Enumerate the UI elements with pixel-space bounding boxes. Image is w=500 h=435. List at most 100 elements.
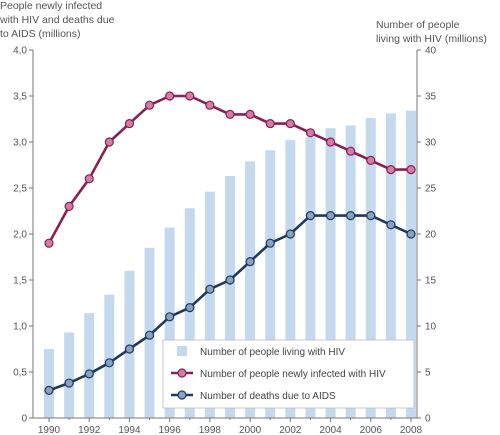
left-tick-label: 3,5 (13, 92, 27, 103)
bar-2004 (325, 128, 336, 418)
x-tick-label: 2006 (360, 425, 383, 435)
legend-label-infected: Number of people newly infected with HIV (200, 369, 386, 380)
x-tick-label: 2008 (400, 425, 423, 435)
bar-1991 (64, 332, 75, 418)
x-tick-label: 2004 (319, 425, 342, 435)
x-tick-label: 1994 (118, 425, 141, 435)
point-deaths-2004 (325, 211, 336, 221)
x-tick-label: 1998 (199, 425, 222, 435)
point-infected-2002 (285, 118, 295, 129)
point-infected-1999 (225, 109, 235, 120)
x-tick-label: 1990 (38, 425, 61, 435)
legend-marker-infected (177, 368, 187, 378)
point-infected-1996 (165, 91, 175, 101)
left-tick-label: 1,0 (13, 322, 27, 333)
bar-2002 (285, 140, 296, 418)
point-deaths-1998 (205, 284, 215, 294)
bar-1998 (204, 191, 215, 418)
left-tick-label: 2,5 (13, 184, 27, 195)
x-tick-label: 1996 (159, 425, 182, 435)
point-deaths-2007 (386, 220, 396, 230)
right-axis-title-line-2: living with HIV (millions) (376, 33, 487, 45)
axes-group: 0 0,5 1,0 1,5 2,0 2,5 3,0 3,5 4,0 0 5 10 15 20 25 30 35 4… (13, 46, 436, 435)
point-deaths-1995 (144, 330, 155, 340)
bar-1999 (225, 176, 235, 418)
point-infected-2007 (386, 165, 396, 175)
point-deaths-2000 (245, 257, 255, 267)
point-infected-1993 (104, 137, 114, 147)
point-deaths-1996 (165, 312, 175, 322)
legend-label-living: Number of people living with HIV (200, 347, 345, 358)
x-tick-label: 2000 (239, 425, 262, 435)
left-tick-label: 0 (21, 414, 27, 425)
left-axis-title-line-2: with HIV and deaths due (0, 14, 115, 26)
point-deaths-2005 (346, 211, 356, 221)
bar-1997 (184, 208, 195, 418)
left-axis-title-line-1: People newly infected (0, 0, 102, 12)
point-deaths-1990 (44, 385, 54, 395)
x-tick-label: 2002 (279, 425, 302, 435)
right-tick-label: 40 (425, 46, 437, 57)
bar-1993 (104, 294, 115, 418)
left-tick-label: 4,0 (13, 46, 27, 57)
bar-2008 (406, 110, 416, 418)
point-deaths-2008 (406, 229, 416, 239)
right-tick-label: 10 (425, 322, 437, 333)
bar-2000 (245, 161, 256, 418)
bar-2003 (305, 137, 316, 418)
right-tick-label: 20 (425, 230, 437, 241)
point-deaths-1993 (104, 358, 114, 368)
point-infected-1995 (144, 100, 155, 110)
bar-2007 (385, 113, 396, 418)
point-deaths-2001 (265, 238, 275, 248)
point-deaths-1994 (124, 344, 135, 354)
point-infected-2001 (265, 118, 275, 129)
left-axis-title-line-3: to AIDS (millions) (0, 28, 81, 40)
bar-2006 (365, 118, 376, 418)
right-tick-label: 30 (425, 138, 437, 149)
left-tick-label: 2,0 (13, 230, 27, 241)
point-deaths-2003 (305, 211, 316, 221)
legend-box (162, 339, 415, 409)
left-tick-label: 3,0 (13, 138, 27, 149)
left-tick-label: 1,5 (13, 276, 27, 287)
point-infected-2006 (366, 155, 376, 165)
legend-bar-swatch (177, 346, 187, 356)
legend-marker-deaths (177, 390, 187, 400)
bars-group (44, 110, 416, 418)
right-tick-label: 35 (425, 92, 437, 103)
right-tick-label: 25 (425, 184, 437, 195)
legend: Number of people living with HIV Number … (162, 339, 415, 409)
point-infected-1990 (44, 238, 54, 248)
right-tick-label: 15 (425, 276, 437, 287)
lines-group (44, 91, 416, 395)
point-deaths-1992 (84, 369, 94, 379)
point-infected-1998 (205, 100, 215, 110)
point-deaths-2002 (285, 229, 295, 239)
point-deaths-1999 (225, 275, 235, 285)
point-infected-1994 (124, 118, 135, 129)
right-axis-title-line-1: Number of people (376, 19, 460, 31)
point-deaths-1991 (64, 378, 74, 388)
bar-1990 (44, 349, 54, 418)
point-infected-2003 (305, 128, 316, 138)
point-infected-2004 (325, 137, 336, 147)
legend-label-deaths: Number of deaths due to AIDS (200, 391, 336, 402)
bar-1992 (84, 313, 95, 418)
point-infected-2008 (406, 165, 416, 175)
point-infected-1997 (185, 91, 195, 101)
right-tick-label: 5 (425, 368, 431, 379)
bar-1994 (124, 270, 135, 418)
bar-1996 (164, 227, 175, 418)
x-tick-label: 1992 (78, 425, 101, 435)
bar-2001 (265, 150, 276, 418)
point-deaths-2006 (366, 211, 376, 221)
point-infected-2005 (346, 146, 356, 156)
right-tick-label: 0 (425, 414, 431, 425)
point-infected-2000 (245, 109, 255, 120)
point-infected-1992 (84, 174, 94, 184)
point-infected-1991 (64, 201, 74, 211)
left-tick-label: 0,5 (13, 368, 27, 379)
point-deaths-1997 (185, 303, 195, 313)
